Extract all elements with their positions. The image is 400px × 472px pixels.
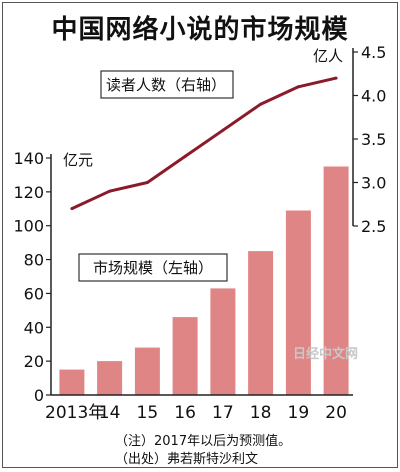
watermark-logo: 日经中文网 xyxy=(293,347,359,362)
left-tick-label: 20 xyxy=(24,352,44,371)
right-tick-label: 4.0 xyxy=(361,87,386,106)
bar-6 xyxy=(285,210,311,395)
left-tick-label: 0 xyxy=(34,386,44,405)
left-tick-label: 120 xyxy=(13,183,44,202)
right-axis-unit: 亿人 xyxy=(313,47,343,65)
bar-series-label: 市场规模（左轴） xyxy=(93,259,213,277)
category-label-4: 17 xyxy=(212,403,234,423)
left-tick-label: 100 xyxy=(13,217,44,236)
category-label-7: 20 xyxy=(325,403,347,423)
category-label-2: 15 xyxy=(137,403,159,423)
bar-2 xyxy=(134,347,160,395)
right-tick-label: 3.0 xyxy=(361,174,386,193)
category-label-1: 14 xyxy=(99,403,121,423)
reader-point-7 xyxy=(334,76,338,80)
right-tick-label: 3.5 xyxy=(361,130,386,149)
reader-point-2 xyxy=(145,181,149,184)
bar-5 xyxy=(248,251,274,395)
left-tick-label: 140 xyxy=(13,149,44,168)
category-label-3: 16 xyxy=(174,403,196,423)
right-tick-label: 4.5 xyxy=(361,43,386,62)
bar-3 xyxy=(172,317,198,395)
bar-7 xyxy=(323,166,349,395)
right-tick-label: 2.5 xyxy=(361,217,386,236)
bar-label-box xyxy=(78,253,228,282)
left-tick-label: 80 xyxy=(24,251,44,270)
chart-title: 中国网络小说的市场规模 xyxy=(51,15,349,45)
category-label-5: 18 xyxy=(250,403,272,423)
note-source: （出处）弗若斯特沙利文 xyxy=(115,452,259,467)
reader-point-5 xyxy=(259,102,263,106)
left-tick-label: 60 xyxy=(24,284,44,303)
bar-4 xyxy=(210,288,236,395)
reader-point-1 xyxy=(108,189,112,193)
line-series-label: 读者人数（右轴） xyxy=(106,76,226,94)
reader-point-4 xyxy=(221,128,225,132)
chart-svg: 0 20 40 60 80 100 120 140 亿元 2.5 3.0 3.5 4.0 4.5 亿人读者人… xyxy=(13,43,386,423)
category-label-0: 2013年 xyxy=(45,403,105,423)
reader-point-0 xyxy=(70,207,74,211)
left-tick-label: 40 xyxy=(24,318,44,337)
left-axis-unit: 亿元 xyxy=(63,151,93,169)
bar-0 xyxy=(59,369,85,395)
reader-point-6 xyxy=(296,85,300,89)
bar-1 xyxy=(97,361,123,395)
reader-point-3 xyxy=(183,154,187,158)
category-label-6: 19 xyxy=(288,403,310,423)
line-label-box xyxy=(100,70,234,99)
note-forecast: （注）2017年以后为预测值。 xyxy=(115,434,292,449)
chart-figure: 中国网络小说的市场规模 0 20 40 60 80 100 120 140 亿元 2.5 3.0 3.… xyxy=(2,2,398,468)
reader-line xyxy=(71,76,337,210)
